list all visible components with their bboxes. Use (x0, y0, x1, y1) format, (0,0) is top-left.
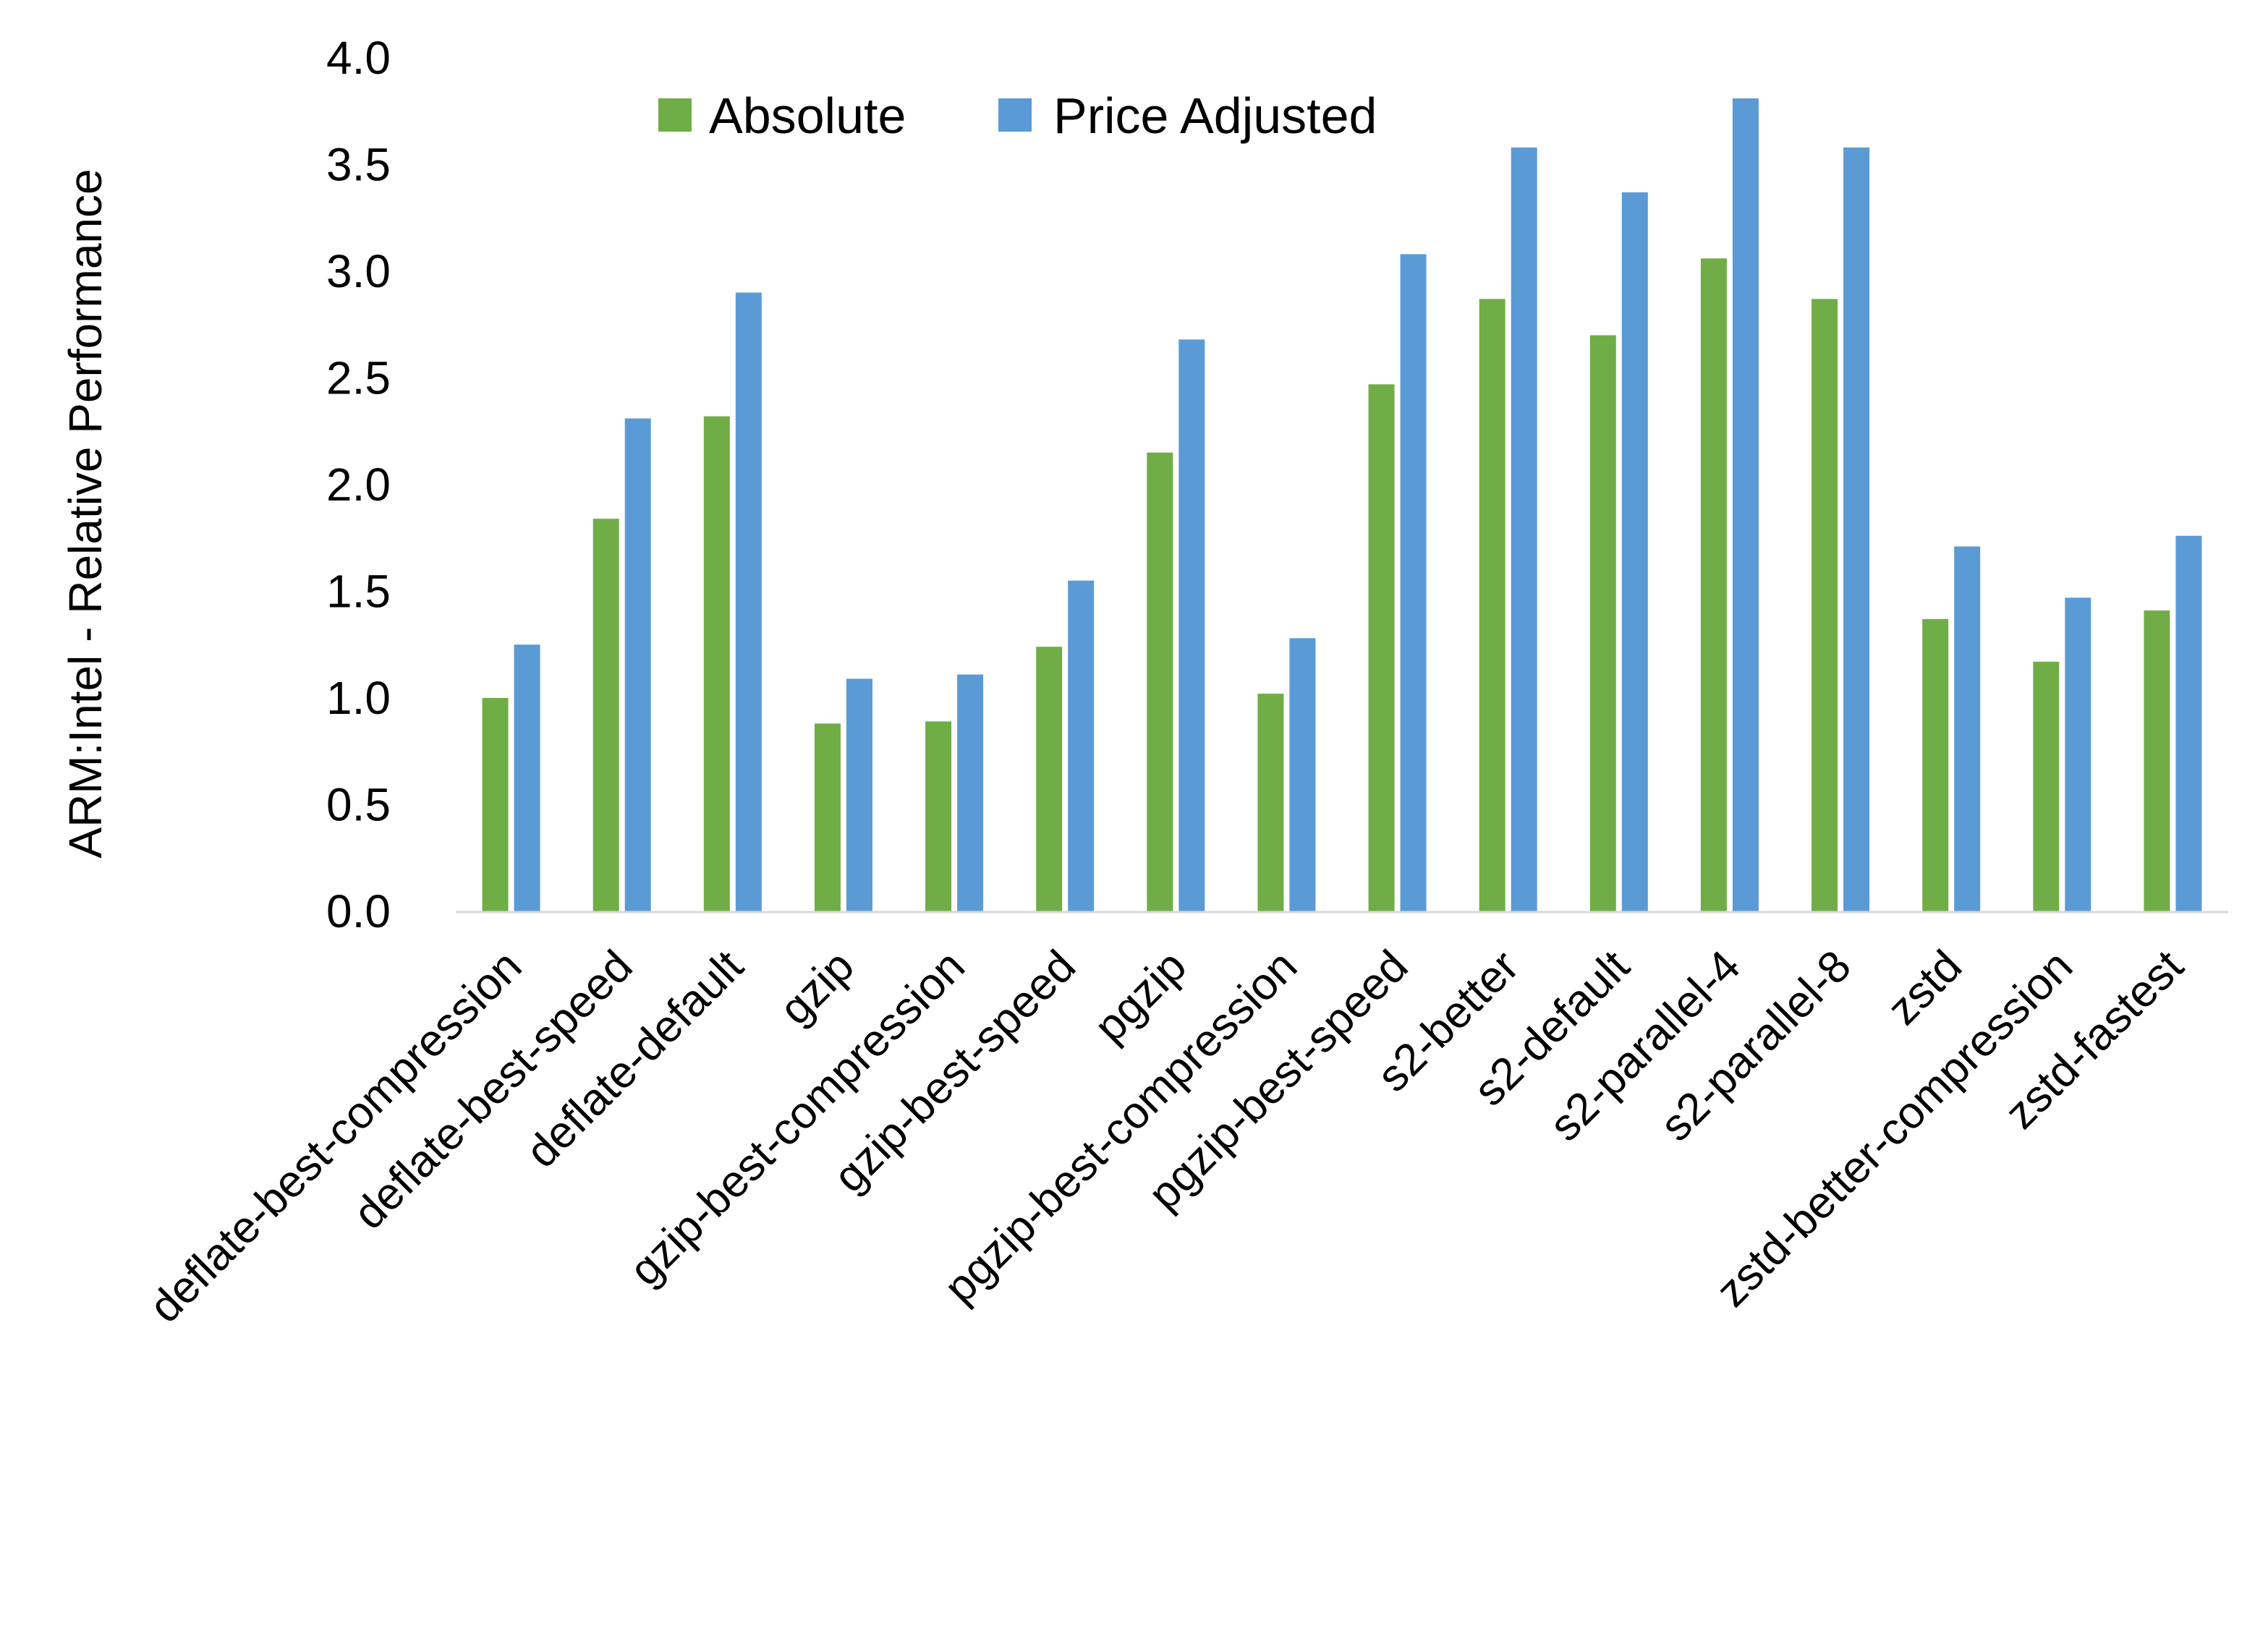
bar-price-adjusted-deflate-best-speed (624, 418, 651, 911)
legend-label-price-adjusted: Price Adjusted (1053, 88, 1377, 144)
y-tick-label: 3.5 (326, 139, 391, 191)
y-tick-label: 4.0 (326, 32, 391, 84)
bar-price-adjusted-s2-better (1511, 147, 1537, 911)
bar-price-adjusted-deflate-default (735, 292, 762, 911)
bar-price-adjusted-deflate-best-compression (514, 644, 540, 911)
bar-price-adjusted-pgzip-best-compression (1289, 638, 1316, 911)
y-tick-label: 0.5 (326, 779, 391, 831)
bar-absolute-s2-default (1589, 335, 1616, 911)
bar-absolute-s2-parallel-8 (1812, 299, 1838, 912)
y-tick-label: 2.5 (326, 352, 391, 404)
bar-absolute-deflate-default (703, 416, 730, 911)
y-tick-label: 1.5 (326, 566, 391, 618)
bars (482, 98, 2202, 912)
bar-price-adjusted-pgzip (1178, 339, 1205, 911)
x-tick-label: zstd (1878, 941, 1971, 1034)
bar-absolute-zstd-fastest (2144, 610, 2170, 911)
legend-label-absolute: Absolute (709, 88, 906, 144)
y-tick-label: 3.0 (326, 245, 391, 297)
bar-price-adjusted-s2-default (1621, 192, 1648, 912)
x-axis-labels: deflate-best-compressiondeflate-best-spe… (140, 941, 2193, 1332)
bar-price-adjusted-zstd-fastest (2175, 535, 2202, 911)
legend: Absolute Price Adjusted (658, 88, 1377, 144)
bar-price-adjusted-s2-parallel-8 (1843, 147, 1870, 911)
y-axis-ticks: 0.0 0.5 1.0 1.5 2.0 2.5 3.0 3.5 4.0 (326, 32, 391, 937)
x-tick-label: gzip (770, 941, 864, 1034)
bar-absolute-deflate-best-compression (482, 698, 509, 911)
bar-absolute-zstd (1922, 618, 1949, 911)
bar-absolute-pgzip (1147, 452, 1173, 911)
bar-absolute-gzip (814, 723, 841, 911)
bar-absolute-pgzip-best-compression (1257, 694, 1284, 911)
bar-price-adjusted-gzip-best-speed (1068, 580, 1095, 911)
bar-absolute-s2-better (1479, 299, 1505, 912)
bar-price-adjusted-zstd-better-compression (2065, 597, 2091, 911)
bar-price-adjusted-gzip-best-compression (957, 674, 984, 911)
bar-absolute-zstd-better-compression (2033, 661, 2060, 911)
bar-price-adjusted-pgzip-best-speed (1400, 254, 1427, 911)
bar-absolute-gzip-best-speed (1036, 647, 1063, 911)
bar-absolute-deflate-best-speed (593, 519, 619, 911)
y-tick-label: 1.0 (326, 672, 391, 724)
bar-absolute-pgzip-best-speed (1368, 384, 1395, 911)
y-axis-title: ARM:Intel - Relative Performance (59, 169, 111, 858)
bar-absolute-s2-parallel-4 (1700, 258, 1727, 911)
legend-swatch-absolute (658, 98, 692, 132)
y-tick-label: 2.0 (326, 459, 391, 511)
bar-price-adjusted-zstd (1954, 546, 1981, 911)
y-tick-label: 0.0 (326, 885, 391, 937)
legend-swatch-price-adjusted (998, 98, 1032, 132)
bar-absolute-gzip-best-compression (925, 721, 952, 911)
bar-price-adjusted-gzip (846, 678, 872, 911)
bar-price-adjusted-s2-parallel-4 (1732, 98, 1759, 911)
